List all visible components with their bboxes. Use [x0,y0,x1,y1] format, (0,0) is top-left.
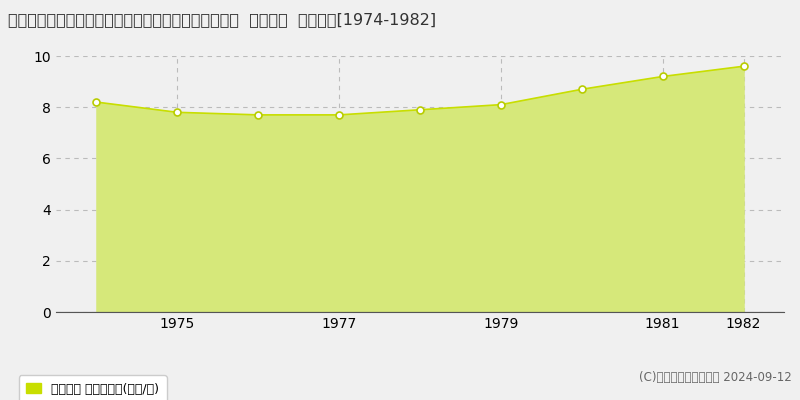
Point [494,102,507,108]
Point [656,73,669,80]
Text: 佐賀県多久市北多久町大字小待字岩の下５９９番２０  地価公示  地価推移[1974-1982]: 佐賀県多久市北多久町大字小待字岩の下５９９番２０ 地価公示 地価推移[1974-… [8,12,436,27]
Point [252,112,265,118]
Point [333,112,346,118]
Point [90,99,103,105]
Text: (C)土地価格ドットコム 2024-09-12: (C)土地価格ドットコム 2024-09-12 [639,371,792,384]
Point [171,109,184,116]
Legend: 地価公示 平均坪単価(万円/坪): 地価公示 平均坪単価(万円/坪) [18,375,166,400]
Point [575,86,588,92]
Point [414,106,426,113]
Point [737,63,750,70]
